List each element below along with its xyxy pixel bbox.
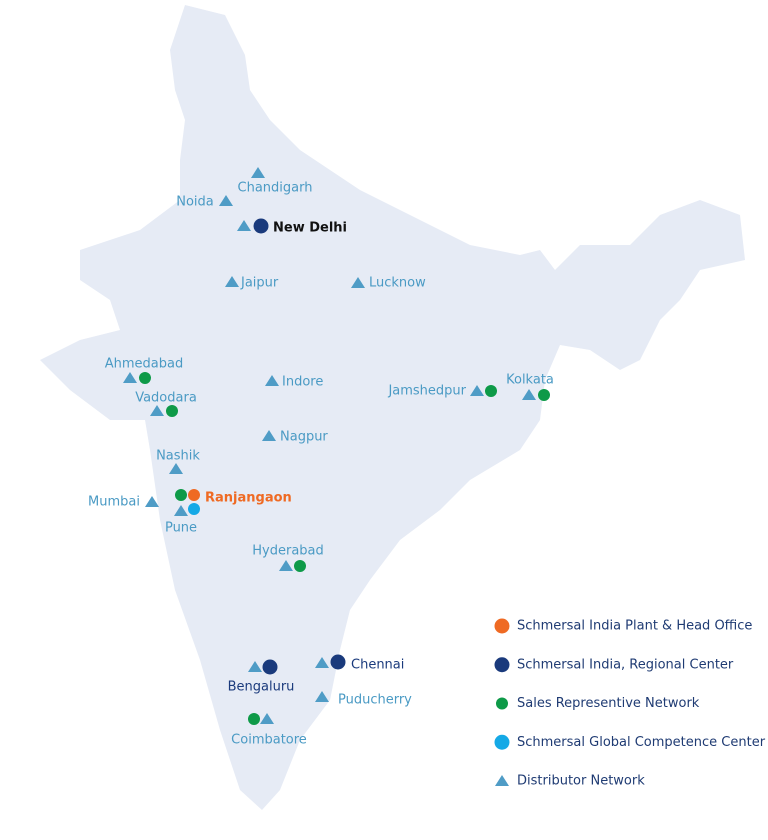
legend-label: Sales Representive Network	[517, 696, 700, 711]
legend-label: Schmersal India, Regional Center	[517, 657, 734, 672]
distributor-marker	[265, 375, 279, 386]
city-label: Lucknow	[369, 276, 426, 291]
distributor-marker	[237, 220, 251, 231]
distributor-marker	[260, 713, 274, 724]
city-label: Pune	[165, 521, 197, 536]
location-marker	[485, 385, 497, 397]
city-label: Vadodara	[135, 391, 197, 406]
city-label: Mumbai	[88, 495, 140, 510]
location-marker	[175, 489, 187, 501]
distributor-marker	[248, 661, 262, 672]
location-marker	[330, 654, 346, 670]
location-marker	[262, 659, 278, 675]
city-label: Chandigarh	[238, 181, 313, 196]
distributor-marker	[279, 560, 293, 571]
india-outline	[40, 5, 745, 810]
legend-marker	[494, 734, 510, 750]
city-label: Hyderabad	[252, 544, 324, 559]
location-marker	[294, 560, 306, 572]
distributor-marker	[174, 505, 188, 516]
location-marker	[253, 218, 269, 234]
city-label: Indore	[282, 375, 323, 390]
city-label: Puducherry	[338, 693, 412, 708]
distributor-marker	[219, 195, 233, 206]
legend-label: Schmersal Global Competence Center	[517, 735, 766, 750]
distributor-marker	[351, 277, 365, 288]
city-label: Ranjangaon	[205, 491, 292, 506]
location-marker	[139, 372, 151, 384]
location-marker	[538, 389, 550, 401]
location-marker	[166, 405, 178, 417]
location-marker	[248, 713, 260, 725]
distributor-marker	[145, 496, 159, 507]
legend-marker	[494, 657, 510, 673]
city-label: Jaipur	[240, 276, 279, 291]
legend-marker	[496, 697, 508, 710]
legend-label: Distributor Network	[517, 774, 645, 789]
distributor-marker	[262, 430, 276, 441]
distributor-marker	[315, 657, 329, 668]
distributor-marker	[123, 372, 137, 383]
city-label: Nagpur	[280, 430, 328, 445]
city-label: Chennai	[351, 658, 404, 673]
distributor-marker	[169, 463, 183, 474]
distributor-marker	[495, 775, 509, 786]
city-label: Bengaluru	[228, 680, 295, 695]
city-label: Nashik	[156, 449, 200, 464]
city-label: Kolkata	[506, 373, 554, 388]
city-label: Coimbatore	[231, 733, 307, 748]
distributor-marker	[522, 389, 536, 400]
distributor-marker	[225, 276, 239, 287]
distributor-marker	[470, 385, 484, 396]
city-label: New Delhi	[273, 221, 347, 236]
location-marker	[188, 489, 200, 501]
distributor-marker	[315, 691, 329, 702]
legend-marker	[494, 618, 510, 634]
city-label: Ahmedabad	[105, 357, 183, 372]
city-label: Noida	[176, 195, 214, 210]
legend-label: Schmersal India Plant & Head Office	[517, 619, 752, 634]
distributor-marker	[251, 167, 265, 178]
city-label: Jamshedpur	[387, 384, 466, 399]
location-marker	[188, 503, 200, 515]
distributor-marker	[150, 405, 164, 416]
